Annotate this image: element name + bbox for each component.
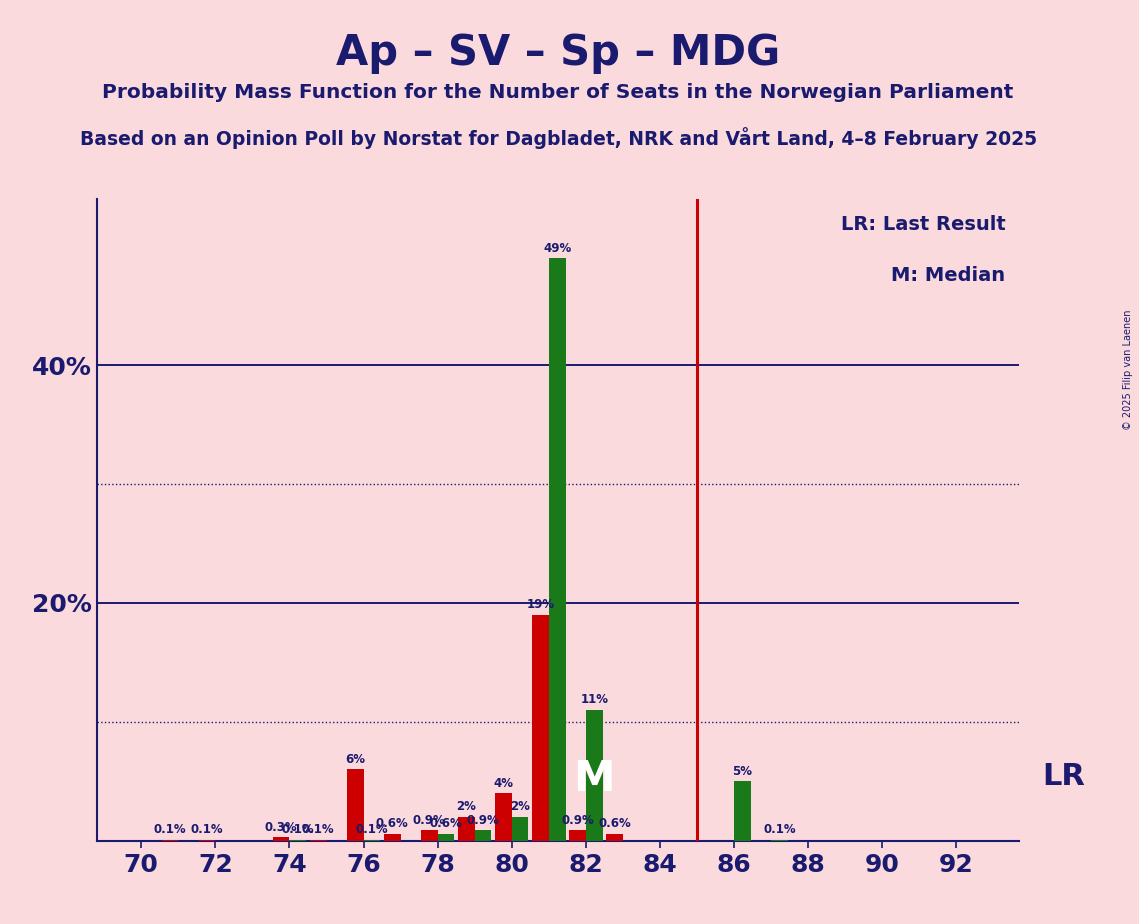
Text: 2%: 2% xyxy=(510,800,530,813)
Bar xyxy=(437,833,454,841)
Bar xyxy=(363,840,380,841)
Text: 19%: 19% xyxy=(526,599,555,612)
Text: Based on an Opinion Poll by Norstat for Dagbladet, NRK and Vårt Land, 4–8 Februa: Based on an Opinion Poll by Norstat for … xyxy=(80,128,1036,150)
Text: 0.1%: 0.1% xyxy=(763,823,796,836)
Bar xyxy=(347,770,363,841)
Text: 11%: 11% xyxy=(580,693,608,707)
Bar xyxy=(585,710,603,841)
Text: 0.6%: 0.6% xyxy=(429,817,462,830)
Text: 0.6%: 0.6% xyxy=(376,817,409,830)
Bar xyxy=(511,817,528,841)
Text: 0.1%: 0.1% xyxy=(154,823,187,836)
Bar xyxy=(570,830,585,841)
Text: Ap – SV – Sp – MDG: Ap – SV – Sp – MDG xyxy=(336,32,780,74)
Text: LR: LR xyxy=(1042,762,1085,791)
Bar xyxy=(735,782,751,841)
Text: 0.3%: 0.3% xyxy=(265,821,297,833)
Text: 2%: 2% xyxy=(457,800,476,813)
Text: 0.1%: 0.1% xyxy=(281,823,314,836)
Text: 0.1%: 0.1% xyxy=(302,823,335,836)
Text: 6%: 6% xyxy=(345,753,366,766)
Bar xyxy=(162,840,179,841)
Bar xyxy=(273,837,289,841)
Text: Probability Mass Function for the Number of Seats in the Norwegian Parliament: Probability Mass Function for the Number… xyxy=(103,83,1014,103)
Bar xyxy=(606,833,623,841)
Text: 49%: 49% xyxy=(543,241,572,254)
Text: 0.9%: 0.9% xyxy=(467,813,500,827)
Text: 0.1%: 0.1% xyxy=(190,823,223,836)
Bar xyxy=(475,830,491,841)
Text: LR: Last Result: LR: Last Result xyxy=(841,214,1006,234)
Text: 0.9%: 0.9% xyxy=(562,813,593,827)
Text: M: Median: M: Median xyxy=(892,266,1006,286)
Bar xyxy=(495,794,511,841)
Text: 5%: 5% xyxy=(732,765,753,778)
Bar xyxy=(771,840,788,841)
Text: 4%: 4% xyxy=(493,777,514,790)
Text: 0.1%: 0.1% xyxy=(355,823,388,836)
Bar xyxy=(198,840,215,841)
Bar xyxy=(310,840,327,841)
Bar xyxy=(421,830,437,841)
Bar xyxy=(289,840,306,841)
Bar xyxy=(549,258,566,841)
Text: 0.9%: 0.9% xyxy=(413,813,445,827)
Text: 0.6%: 0.6% xyxy=(598,817,631,830)
Text: M: M xyxy=(573,759,615,800)
Text: © 2025 Filip van Laenen: © 2025 Filip van Laenen xyxy=(1123,310,1132,430)
Bar xyxy=(532,614,549,841)
Bar xyxy=(458,817,475,841)
Bar xyxy=(384,833,401,841)
